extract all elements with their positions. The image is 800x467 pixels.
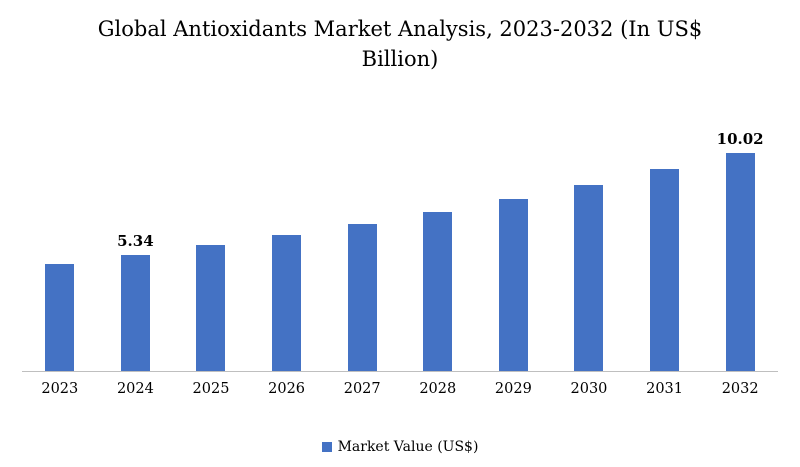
bar-2026 [272,234,302,371]
bar-column-2026 [249,234,325,371]
legend-label: Market Value (US$) [337,439,479,455]
bar-2027 [347,223,377,371]
bar-2031 [650,168,680,371]
data-label-2032: 10.02 [716,129,764,148]
x-tick-2029: 2029 [494,380,532,397]
bar-column-2027 [324,223,400,371]
x-tick-2032: 2032 [721,380,759,397]
x-tick-2031: 2031 [646,380,683,397]
bar-2029 [498,198,528,371]
bar-2025 [196,244,226,371]
x-tick-2030: 2030 [570,380,608,397]
bar-column-2025 [173,244,249,371]
legend: Market Value (US$) [0,439,800,455]
bar-column-2031 [627,168,703,371]
bar-2024 [120,254,150,371]
x-tick-2024: 2024 [116,380,154,397]
x-axis-labels: 2023 2024 2025 2026 2027 2028 2029 2030 2031 2032 [22,372,778,397]
legend-swatch [321,442,332,452]
bar-column-2029 [476,198,552,371]
x-tick-2027: 2027 [343,380,381,397]
bar-2032 [725,152,755,371]
x-tick-2026: 2026 [268,380,306,397]
bar-column-2030 [551,184,627,371]
data-label-2024: 5.34 [117,231,154,250]
plot-area: 5.34 10.02 [22,99,778,372]
bar-2028 [423,211,453,371]
x-tick-2025: 2025 [192,380,230,397]
x-tick-2023: 2023 [41,380,79,397]
bar-2023 [45,263,75,371]
bar-column-2023 [22,263,98,371]
bar-column-2024: 5.34 [98,232,174,371]
bar-column-2028 [400,211,476,371]
x-tick-2028: 2028 [419,380,457,397]
bar-column-2032: 10.02 [702,130,778,371]
chart-title: Global Antioxidants Market Analysis, 202… [97,17,703,72]
bar-2030 [574,184,604,371]
